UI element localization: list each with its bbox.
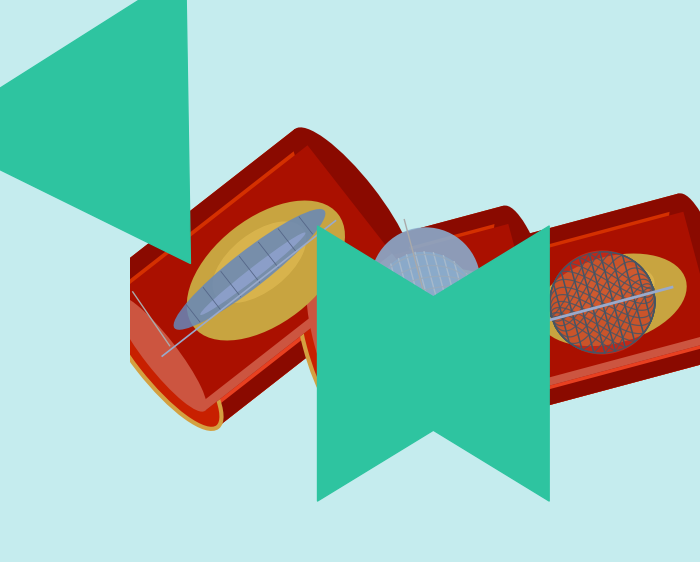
Ellipse shape — [307, 277, 351, 406]
Polygon shape — [195, 247, 410, 427]
Ellipse shape — [174, 209, 326, 330]
Polygon shape — [517, 325, 700, 411]
Polygon shape — [307, 206, 547, 424]
Ellipse shape — [494, 206, 557, 371]
Ellipse shape — [291, 128, 414, 278]
Polygon shape — [207, 264, 410, 427]
Polygon shape — [199, 253, 398, 411]
Polygon shape — [486, 212, 700, 393]
Polygon shape — [115, 146, 398, 411]
Polygon shape — [312, 224, 542, 405]
Polygon shape — [102, 129, 410, 427]
Ellipse shape — [473, 246, 536, 411]
Ellipse shape — [380, 280, 470, 332]
Polygon shape — [522, 344, 700, 411]
Polygon shape — [307, 206, 508, 273]
Polygon shape — [519, 333, 700, 393]
Polygon shape — [482, 193, 682, 261]
Ellipse shape — [370, 228, 480, 337]
Ellipse shape — [538, 253, 687, 346]
Ellipse shape — [669, 193, 700, 359]
Ellipse shape — [550, 251, 655, 355]
Ellipse shape — [372, 252, 479, 365]
Ellipse shape — [200, 233, 305, 315]
Ellipse shape — [395, 302, 463, 342]
Ellipse shape — [565, 266, 655, 318]
Ellipse shape — [213, 221, 306, 303]
Ellipse shape — [187, 201, 345, 341]
Ellipse shape — [353, 269, 502, 361]
Polygon shape — [342, 338, 547, 424]
Polygon shape — [344, 345, 542, 405]
Ellipse shape — [298, 258, 360, 424]
Polygon shape — [482, 193, 700, 411]
Ellipse shape — [482, 264, 526, 393]
Polygon shape — [102, 129, 305, 293]
Ellipse shape — [99, 278, 221, 429]
Ellipse shape — [113, 295, 206, 411]
Polygon shape — [347, 356, 547, 424]
